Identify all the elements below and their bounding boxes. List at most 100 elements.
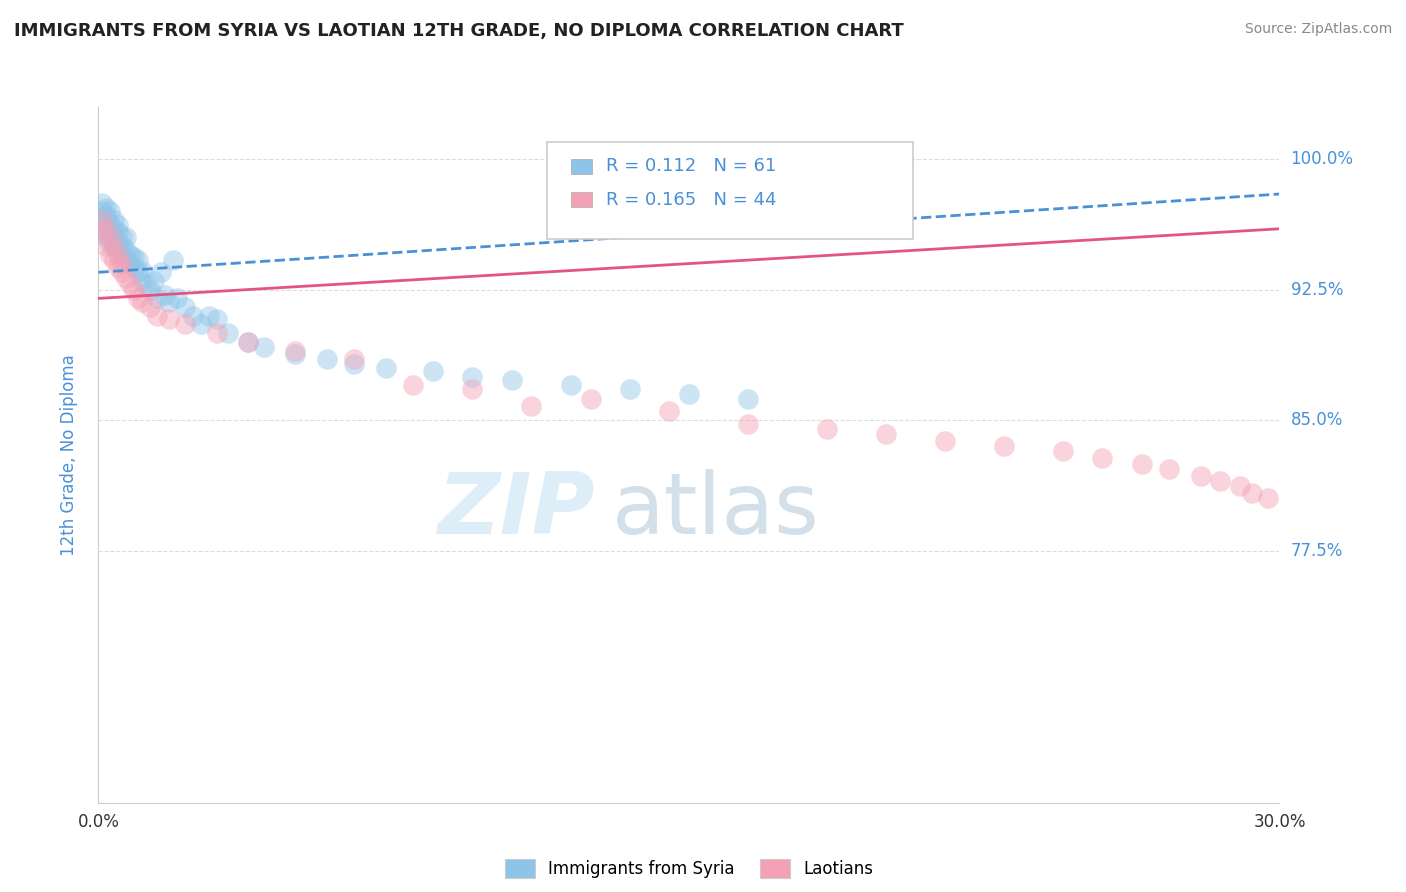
Point [96,208,118,222]
Point [115,270,138,285]
Text: Source: ZipAtlas.com: Source: ZipAtlas.com [1244,22,1392,37]
Point [96,201,118,215]
Point [166,291,188,305]
Point [118,248,141,262]
Point [122,250,145,264]
Point [461,369,484,384]
Point [127,291,149,305]
Point [1240,486,1263,500]
Point [815,422,838,436]
Point [91,213,114,227]
Point [374,360,396,375]
Point [111,230,134,244]
Point [174,318,197,332]
Point [217,326,239,340]
Point [461,382,484,396]
Point [619,382,641,396]
Point [122,260,145,274]
Point [96,221,118,235]
Point [284,343,307,358]
Point [103,239,125,253]
Point [315,352,337,367]
Point [190,318,212,332]
Bar [571,159,592,174]
Point [579,392,602,407]
Point [118,277,141,292]
Point [138,283,160,297]
Point [107,260,129,274]
Point [236,334,259,349]
Point [103,253,125,268]
Point [1229,479,1251,493]
Bar [571,192,592,207]
Point [111,248,134,262]
Point [1130,457,1153,471]
Point [181,309,204,323]
Point [103,213,125,227]
Point [115,230,138,244]
Point [107,243,129,257]
Point [103,239,125,253]
Point [96,213,118,227]
Point [127,265,149,279]
Point [197,309,219,323]
Point [1159,462,1181,476]
Point [98,204,121,219]
Point [103,221,125,235]
Point [131,294,153,309]
Point [343,352,366,367]
Point [934,434,956,448]
Point [98,217,121,231]
Text: R = 0.112   N = 61: R = 0.112 N = 61 [606,157,776,175]
Point [107,219,129,233]
Point [98,225,121,239]
Text: 77.5%: 77.5% [1291,541,1343,559]
Point [96,230,118,244]
Point [107,248,129,262]
Point [1209,474,1232,488]
Point [658,404,681,418]
Point [875,427,897,442]
FancyBboxPatch shape [547,142,914,239]
Point [737,417,759,431]
Point [96,239,118,253]
Point [1052,444,1074,458]
Point [162,253,184,268]
Point [146,309,169,323]
Point [157,294,180,309]
Point [501,373,523,387]
Point [737,392,759,407]
Point [402,378,425,392]
Text: R = 0.165   N = 44: R = 0.165 N = 44 [606,191,776,209]
Point [1189,468,1212,483]
Point [146,291,169,305]
Point [122,283,145,297]
Point [98,230,121,244]
Point [118,256,141,270]
Text: 85.0%: 85.0% [1291,411,1343,429]
Point [115,253,138,268]
Text: IMMIGRANTS FROM SYRIA VS LAOTIAN 12TH GRADE, NO DIPLOMA CORRELATION CHART: IMMIGRANTS FROM SYRIA VS LAOTIAN 12TH GR… [14,22,904,40]
Text: 92.5%: 92.5% [1291,281,1343,299]
Point [115,243,138,257]
Point [131,263,153,277]
Point [1091,451,1114,466]
Point [155,288,177,302]
Point [135,277,157,292]
Point [520,399,543,413]
Point [560,378,582,392]
Point [103,230,125,244]
Point [138,300,160,314]
Point [343,358,366,372]
Point [91,225,114,239]
Point [157,312,180,326]
Point [91,195,114,210]
Point [98,248,121,262]
Point [91,221,114,235]
Point [98,235,121,250]
Point [253,340,276,354]
Text: atlas: atlas [612,469,820,552]
Point [111,256,134,270]
Point [107,235,129,250]
Y-axis label: 12th Grade, No Diploma: 12th Grade, No Diploma [59,354,77,556]
